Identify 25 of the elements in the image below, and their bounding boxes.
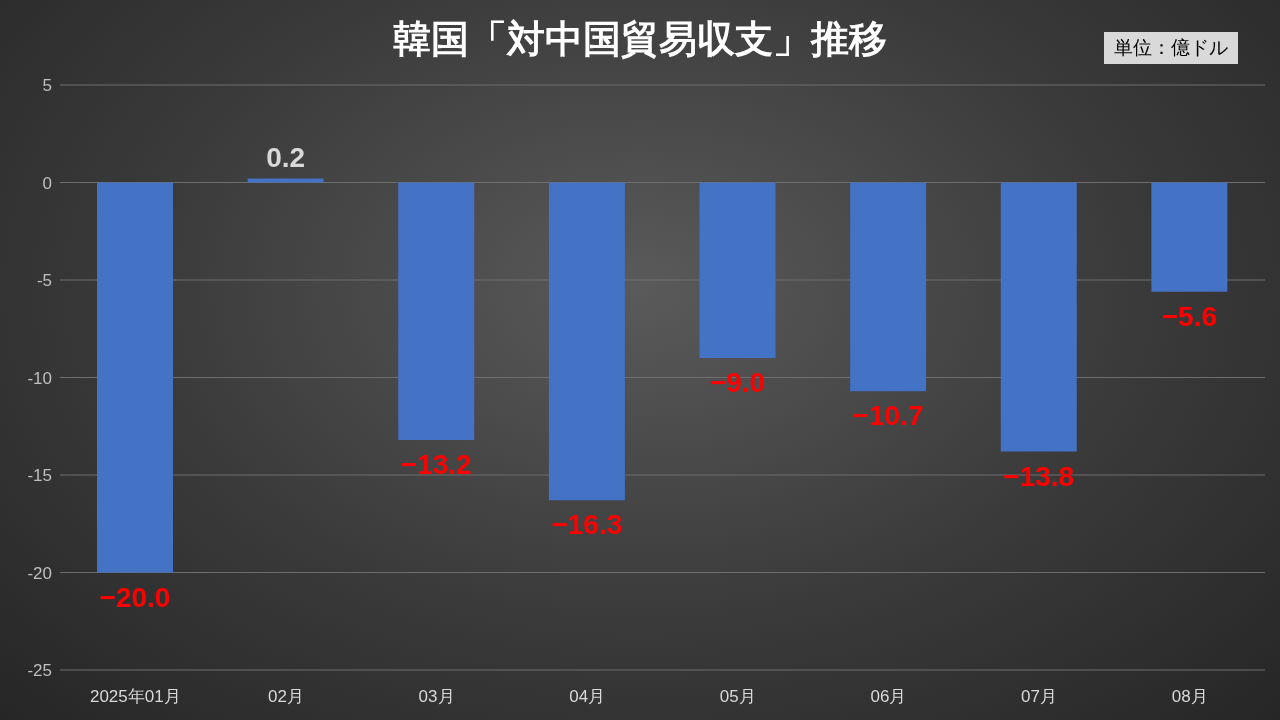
data-label: −16.3 xyxy=(551,509,623,541)
data-label: −10.7 xyxy=(852,400,924,432)
data-label: −20.0 xyxy=(99,581,171,613)
x-tick-label: 05月 xyxy=(719,687,756,707)
x-tick-label: 06月 xyxy=(870,687,907,707)
data-label: −13.8 xyxy=(1003,460,1075,492)
y-tick-label: -25 xyxy=(27,661,52,681)
data-label: −5.6 xyxy=(1161,300,1218,332)
x-tick-label: 04月 xyxy=(569,687,606,707)
data-label: 0.2 xyxy=(266,141,306,173)
x-tick-label: 03月 xyxy=(418,687,455,707)
text: 単位：億ドル xyxy=(1104,32,1238,64)
x-tick-label: 02月 xyxy=(267,687,304,707)
y-tick-label: 5 xyxy=(42,76,52,96)
x-tick-label: 07月 xyxy=(1021,687,1058,707)
x-tick-label: 08月 xyxy=(1171,687,1208,707)
y-tick-label: -5 xyxy=(36,271,52,291)
y-tick-label: 0 xyxy=(42,173,52,193)
chart-title: 韓国「対中国貿易収支」推移 xyxy=(393,18,887,60)
x-tick-label: 2025年01月 xyxy=(89,687,181,707)
y-tick-label: -20 xyxy=(27,563,52,583)
y-tick-label: -10 xyxy=(27,368,52,388)
y-tick-label: -15 xyxy=(27,466,52,486)
data-label: −9.0 xyxy=(709,367,766,398)
data-label: −13.2 xyxy=(400,448,472,480)
